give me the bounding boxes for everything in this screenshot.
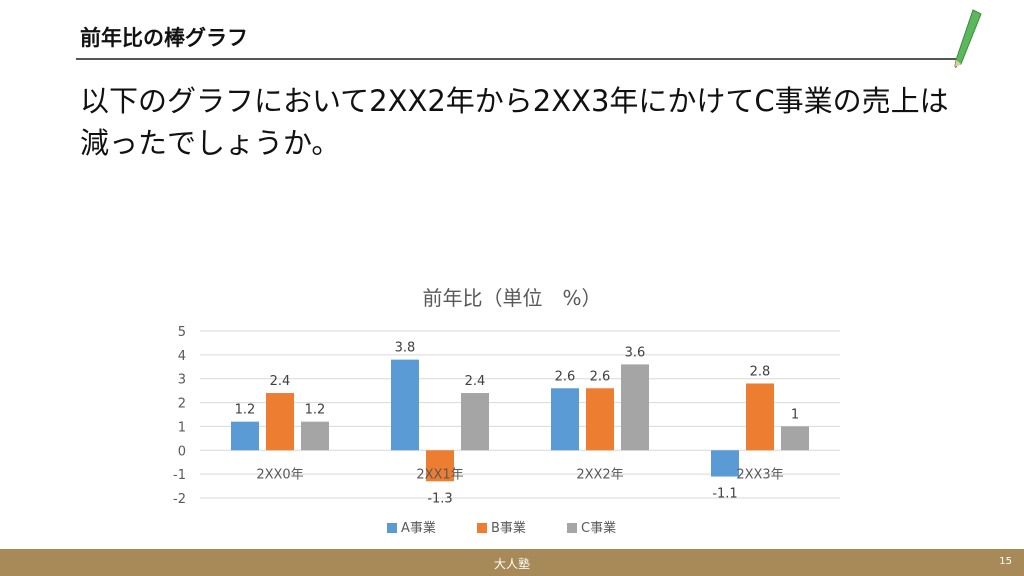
- bar: [231, 421, 259, 451]
- footer-brand: 大人塾: [493, 557, 530, 571]
- x-tick-label: 2XX1年: [416, 467, 463, 482]
- data-label: 1.2: [235, 403, 256, 418]
- bar: [426, 450, 454, 482]
- bar: [551, 388, 579, 451]
- data-label: 2.8: [750, 364, 771, 379]
- bar: [586, 388, 614, 451]
- y-tick-label: 1: [178, 420, 186, 435]
- x-tick-label: 2XX0年: [256, 467, 303, 482]
- chart-title: 前年比（単位 %）: [422, 286, 601, 310]
- question-text: 以下のグラフにおいて2XX2年から2XX3年にかけてC事業の売上は減ったでしょう…: [80, 84, 949, 160]
- y-tick-label: -1: [173, 468, 186, 483]
- bar: [301, 421, 329, 451]
- data-label: 3.8: [395, 341, 416, 356]
- legend-label: A事業: [401, 520, 436, 536]
- footer-bar: 大人塾 15: [0, 549, 1024, 576]
- data-label: 1: [791, 407, 799, 422]
- y-tick-label: -2: [173, 492, 186, 507]
- y-tick-label: 0: [178, 444, 186, 459]
- data-label: 1.2: [305, 403, 326, 418]
- bar: [621, 364, 649, 451]
- bar: [461, 393, 489, 451]
- legend-label: C事業: [581, 520, 616, 536]
- data-label: 3.6: [625, 345, 646, 360]
- chart-canvas: 前年比（単位 %） 5 4 3 2 1 0 -1 -2 1.2 3.8 2.6 -1.1 2.4 -1.3 2…: [173, 286, 840, 536]
- data-label: 2.4: [465, 374, 486, 389]
- legend-label: B事業: [491, 520, 526, 536]
- data-label: 2.4: [270, 374, 291, 389]
- bar: [266, 393, 294, 451]
- data-label: -1.3: [427, 491, 452, 506]
- bar: [391, 359, 419, 451]
- data-label: -1.1: [712, 487, 737, 502]
- x-tick-label: 2XX2年: [576, 467, 623, 482]
- data-label: 2.6: [555, 369, 576, 384]
- x-tick-label: 2XX3年: [736, 467, 783, 482]
- legend-swatch: [387, 523, 397, 533]
- pencil-icon: [954, 9, 982, 68]
- bar: [781, 426, 809, 451]
- page-number: 15: [999, 556, 1012, 567]
- slide-title: 前年比の棒グラフ: [80, 26, 248, 50]
- bar-chart: 前年比（単位 %） 5 4 3 2 1 0 -1 -2 1.2 3.8 2.6 -1.1 2.4 -1.3 2…: [0, 270, 1024, 550]
- y-tick-label: 2: [178, 397, 186, 412]
- bar: [746, 383, 774, 451]
- legend-swatch: [567, 523, 577, 533]
- y-tick-label: 5: [178, 325, 186, 340]
- bar: [711, 450, 739, 477]
- legend-swatch: [477, 523, 487, 533]
- y-tick-label: 4: [178, 349, 186, 364]
- y-tick-label: 3: [178, 373, 186, 388]
- data-label: 2.6: [590, 369, 611, 384]
- title-underline: [76, 58, 956, 60]
